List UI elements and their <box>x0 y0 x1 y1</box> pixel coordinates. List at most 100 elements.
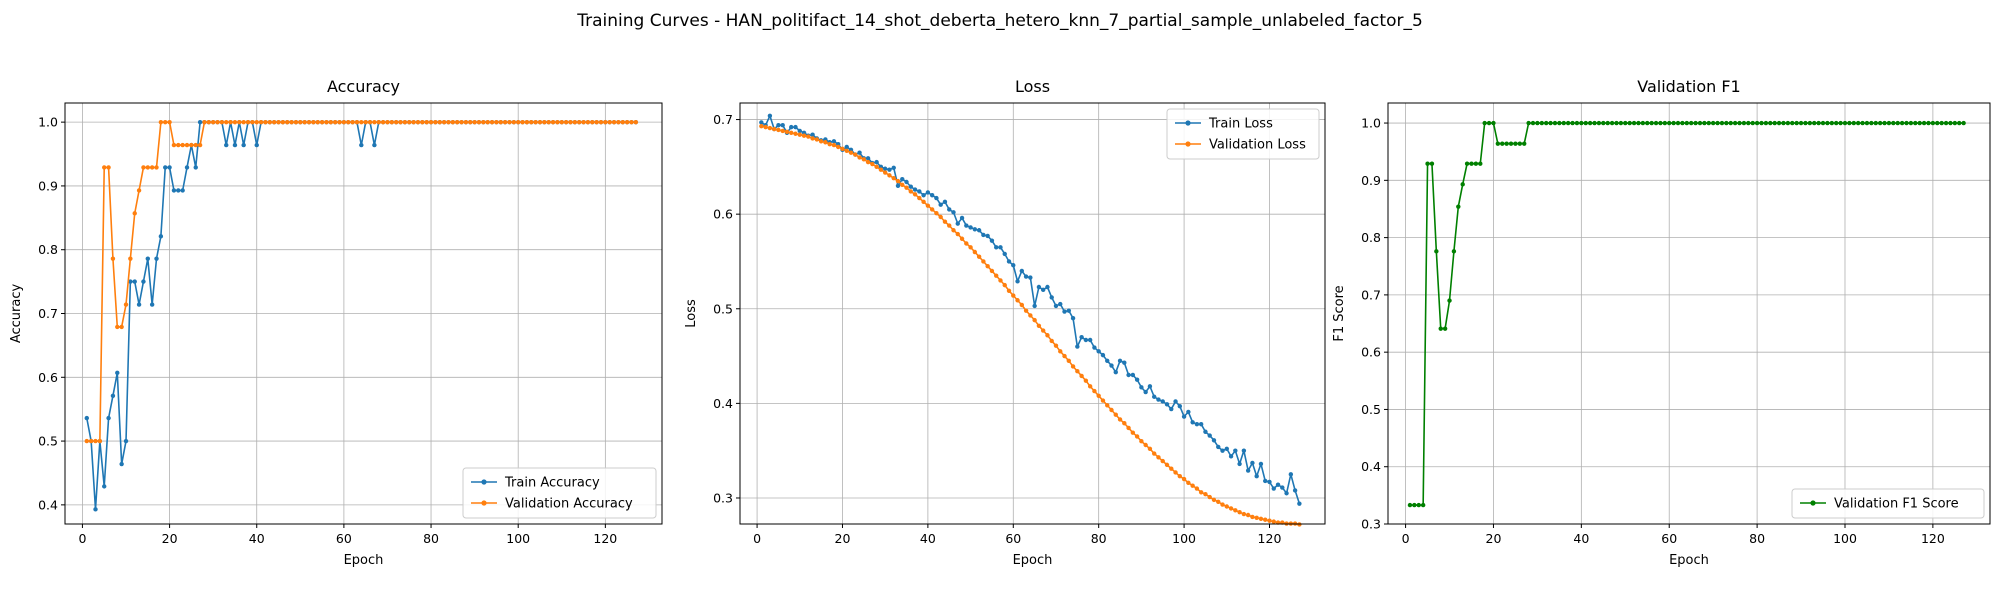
data-point <box>1451 249 1457 254</box>
data-point <box>424 119 429 125</box>
data-point <box>372 119 377 125</box>
data-point <box>1087 337 1093 343</box>
data-point <box>1079 334 1084 340</box>
data-point <box>1623 120 1628 126</box>
data-point <box>149 165 155 170</box>
data-point <box>1105 403 1110 408</box>
data-point <box>555 119 560 125</box>
data-point <box>1109 363 1114 368</box>
data-point <box>145 165 150 170</box>
data-point <box>407 119 412 125</box>
data-point <box>1697 120 1703 126</box>
data-point <box>276 119 281 125</box>
data-point <box>771 126 777 132</box>
data-point <box>1006 288 1012 293</box>
data-point <box>989 268 995 274</box>
data-point <box>759 120 764 125</box>
data-point <box>1216 444 1221 450</box>
data-point <box>934 211 939 216</box>
data-point <box>1062 309 1067 314</box>
data-point <box>1706 120 1711 126</box>
data-point <box>1028 313 1033 318</box>
data-point <box>1917 120 1922 126</box>
data-point <box>380 119 386 125</box>
x-tick-label: 0 <box>753 531 761 546</box>
data-point <box>620 119 625 125</box>
data-point <box>1592 120 1597 126</box>
y-tick-label: 0.4 <box>38 497 58 512</box>
x-tick-label: 120 <box>593 531 617 546</box>
data-point <box>1794 120 1799 126</box>
data-point <box>1130 372 1136 378</box>
data-point <box>498 119 503 125</box>
data-point <box>947 207 952 212</box>
data-point <box>215 119 220 125</box>
data-point <box>1143 442 1148 448</box>
data-point <box>1851 120 1856 126</box>
data-point <box>1921 120 1927 126</box>
data-point <box>1948 120 1953 126</box>
data-point <box>1737 120 1742 126</box>
data-point <box>119 324 124 330</box>
y-tick-label: 0.3 <box>1361 517 1381 532</box>
data-point <box>959 215 965 221</box>
data-point <box>1194 421 1200 427</box>
data-point <box>1645 120 1650 126</box>
data-point <box>1798 120 1804 126</box>
data-point <box>271 119 277 125</box>
data-point <box>93 438 98 444</box>
data-point <box>1596 120 1602 126</box>
data-point <box>1530 120 1536 126</box>
data-point <box>1855 120 1861 126</box>
data-point <box>224 142 229 148</box>
data-point <box>1177 474 1183 479</box>
data-point <box>1675 120 1681 126</box>
data-point <box>136 188 142 193</box>
data-point <box>315 119 320 125</box>
data-point <box>141 279 146 284</box>
data-point <box>874 159 879 165</box>
data-point <box>546 119 551 125</box>
data-point <box>184 142 190 148</box>
data-point <box>1198 421 1204 427</box>
data-point <box>367 119 373 125</box>
data-point <box>1478 161 1483 166</box>
data-point <box>1224 446 1229 451</box>
data-point <box>1425 161 1430 166</box>
data-point <box>1075 369 1080 374</box>
data-point <box>603 119 608 125</box>
data-point <box>1886 120 1892 126</box>
data-point <box>1640 120 1646 126</box>
data-point <box>624 119 630 125</box>
data-point <box>1790 120 1795 126</box>
data-point <box>163 119 168 125</box>
data-point <box>1680 120 1685 126</box>
data-point <box>611 119 617 125</box>
x-tick-label: 20 <box>835 531 851 546</box>
data-point <box>998 278 1003 283</box>
data-point <box>158 234 164 239</box>
chart-panel-2: 0 20 40 60 80 100 120 0.3 0.4 0.5 0.6 0.7 Loss Epoch L… <box>684 77 1326 568</box>
data-point <box>767 113 773 118</box>
data-point <box>577 119 582 125</box>
data-point <box>559 119 564 125</box>
x-tick-label: 60 <box>336 531 352 546</box>
data-point <box>633 119 639 125</box>
data-point <box>128 256 133 261</box>
data-point <box>1181 476 1187 482</box>
data-point <box>1904 120 1909 126</box>
data-point <box>463 119 469 125</box>
data-point <box>1508 141 1514 146</box>
legend-box <box>1791 488 1985 519</box>
data-point <box>537 119 543 125</box>
data-point <box>1011 293 1016 298</box>
data-point <box>1434 249 1439 254</box>
y-tick-label: 0.7 <box>1361 287 1381 302</box>
data-point <box>908 189 913 194</box>
chart-title: Loss <box>1015 77 1050 96</box>
data-point <box>1105 358 1110 363</box>
data-point <box>206 119 211 125</box>
data-point <box>929 207 935 212</box>
data-point <box>1869 120 1874 126</box>
